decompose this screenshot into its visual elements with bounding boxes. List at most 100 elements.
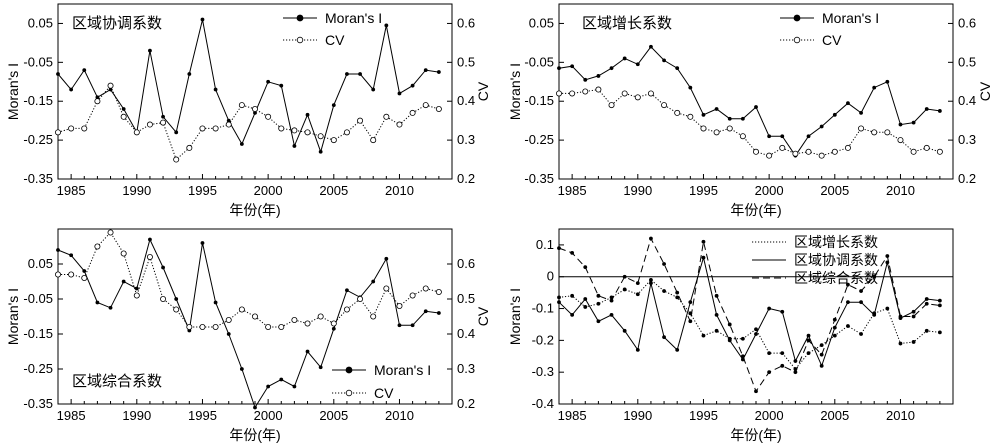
data-point (936, 148, 943, 155)
data-point (818, 152, 825, 159)
data-point (146, 253, 153, 260)
data-point (107, 82, 114, 89)
chart-title: 区域综合系数 (72, 372, 162, 390)
data-point (609, 313, 614, 317)
y-tick-label: -0.3 (532, 364, 554, 379)
x-tick-label: 2010 (385, 408, 414, 423)
data-point (121, 279, 126, 284)
y2-tick-label: 0.5 (958, 54, 976, 69)
data-point (160, 119, 167, 126)
data-point (266, 79, 271, 84)
data-point (819, 352, 824, 357)
data-point (713, 129, 720, 136)
x-axis-label: 年份(年) (730, 202, 781, 218)
series-line (559, 89, 941, 157)
data-point (675, 348, 680, 352)
data-point (583, 77, 588, 82)
data-point (278, 125, 285, 132)
y2-tick-label: 0.6 (457, 256, 475, 271)
data-point (251, 106, 258, 113)
data-point (422, 285, 429, 292)
data-point (596, 293, 601, 298)
data-point (239, 367, 244, 371)
data-point (133, 292, 140, 299)
data-point (767, 306, 772, 311)
data-point (649, 281, 653, 285)
data-point (108, 305, 113, 310)
chart-panel-2: 1985 1990 1995 2000 2005 2010 0.05 -0.05 -0.15 -0… (507, 3, 993, 218)
x-tick-label: 2000 (254, 408, 283, 423)
data-point (635, 348, 640, 352)
data-point (357, 295, 364, 302)
data-point (226, 118, 231, 123)
data-point (805, 148, 812, 155)
data-point (622, 274, 627, 279)
data-point (358, 72, 362, 76)
legend-label: 区域综合系数 (794, 271, 878, 287)
y2-tick-label: 0.2 (457, 171, 475, 186)
data-point (872, 274, 877, 279)
x-tick-label: 1990 (623, 183, 652, 198)
y2-tick-label: 0.4 (457, 326, 475, 341)
x-tick-label: 2000 (755, 408, 784, 423)
y-tick-label: 0.05 (28, 256, 53, 271)
legend-label: CV (374, 385, 394, 401)
data-point (885, 79, 890, 84)
data-point (911, 314, 916, 319)
y-tick-label: -0.2 (532, 332, 554, 347)
data-point (859, 289, 863, 293)
x-axis-label: 年份(年) (730, 427, 781, 443)
data-point (161, 265, 165, 270)
data-point (383, 285, 390, 292)
data-point (291, 127, 298, 134)
series-1 (56, 17, 441, 154)
data-point (582, 88, 589, 95)
data-point (436, 311, 441, 315)
chart-panel-4: 1985 1990 1995 2000 2005 2010 0.1 0 -0.1 -0.2 -0.3… (507, 228, 954, 443)
data-point (780, 309, 785, 314)
data-point (239, 142, 244, 146)
data-point (884, 129, 891, 136)
y2-tick-label: 0.3 (457, 132, 475, 147)
data-point (726, 125, 733, 132)
data-point (410, 83, 415, 88)
chart-title: 区域增长系数 (582, 14, 672, 32)
data-point (859, 300, 863, 305)
y-tick-label: -0.4 (532, 396, 554, 411)
y-tick-label: -0.1 (532, 301, 554, 316)
data-point (806, 351, 811, 355)
y2-tick-label: 0.3 (457, 361, 475, 376)
y2-tick-label: 0.4 (958, 93, 976, 108)
data-point (819, 363, 824, 368)
data-point (714, 328, 719, 333)
data-point (148, 48, 152, 53)
x-tick-label: 2010 (886, 408, 915, 423)
data-point (937, 330, 942, 335)
legend: Moran's I CV (283, 10, 382, 48)
data-point (107, 229, 114, 236)
data-point (767, 351, 772, 355)
x-tick-label: 1985 (57, 183, 86, 198)
data-point (634, 94, 641, 101)
y2-axis-label: CV (475, 306, 491, 326)
data-point (251, 313, 258, 320)
data-point (557, 295, 561, 300)
x-tick-label: 1985 (558, 408, 587, 423)
data-point (793, 370, 798, 375)
data-point (279, 83, 284, 88)
data-point (317, 133, 324, 140)
data-point (766, 152, 773, 159)
data-point (81, 274, 88, 281)
data-point (846, 300, 850, 305)
data-point (806, 134, 811, 139)
data-point (727, 116, 732, 121)
data-point (174, 130, 179, 135)
data-point (556, 90, 563, 97)
y-tick-label: 0.05 (28, 15, 53, 30)
data-point (937, 298, 942, 303)
data-point (384, 23, 389, 28)
data-point (305, 349, 310, 354)
series-line (558, 237, 940, 393)
data-point (187, 72, 192, 76)
data-point (858, 125, 865, 132)
